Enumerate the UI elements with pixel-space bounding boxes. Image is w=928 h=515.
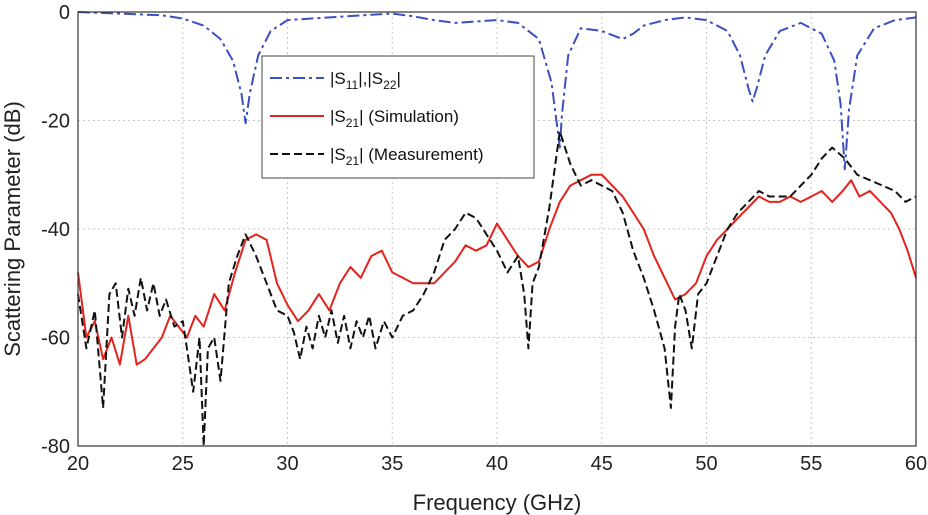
y-tick-label: -20 [41, 111, 70, 133]
series-line-2 [77, 130, 917, 447]
y-tick-label: -40 [41, 219, 70, 241]
series-layer [77, 11, 917, 447]
x-tick-label: 50 [695, 453, 717, 475]
y-axis-label: Scattering Parameter (dB) [0, 101, 25, 357]
tick-labels: 20 25 30 35 40 45 50 55 60 0 -20 -40 -60 -80 [41, 2, 927, 475]
legend-label-part: 21 [346, 116, 360, 130]
x-tick-label: 45 [591, 453, 613, 475]
x-tick-label: 25 [172, 453, 194, 475]
legend-label-part: |,|S [358, 69, 383, 88]
x-tick-label: 20 [67, 453, 89, 475]
legend-label-part: 22 [383, 78, 397, 92]
series-line-0 [77, 11, 917, 171]
plot-frame [77, 11, 917, 447]
legend-label-part: |S [330, 145, 346, 164]
legend-label-part: | [397, 69, 401, 88]
x-tick-label: 35 [381, 453, 403, 475]
legend-label-part: | (Measurement) [359, 145, 483, 164]
y-tick-label: -60 [41, 328, 70, 350]
legend-label-part: 11 [346, 78, 359, 92]
y-tick-label: -80 [41, 436, 70, 458]
series-line-1 [77, 173, 917, 366]
legend-label-2: |S21| (Measurement) [330, 145, 484, 168]
x-tick-label: 30 [276, 453, 298, 475]
y-tick-label: 0 [59, 2, 70, 24]
x-tick-label: 60 [905, 453, 927, 475]
x-tick-label: 55 [800, 453, 822, 475]
legend-label-part: |S [330, 107, 346, 126]
x-axis-label: Frequency (GHz) [413, 490, 582, 515]
legend-label-part: 21 [346, 154, 360, 168]
legend-label-1: |S21| (Simulation) [330, 107, 459, 130]
legend-label-part: |S [330, 69, 346, 88]
legend: |S11|,|S22||S21| (Simulation)|S21| (Meas… [261, 55, 535, 179]
legend-label-0: |S11|,|S22| [330, 69, 401, 92]
x-tick-label: 40 [486, 453, 508, 475]
legend-label-part: | (Simulation) [359, 107, 459, 126]
